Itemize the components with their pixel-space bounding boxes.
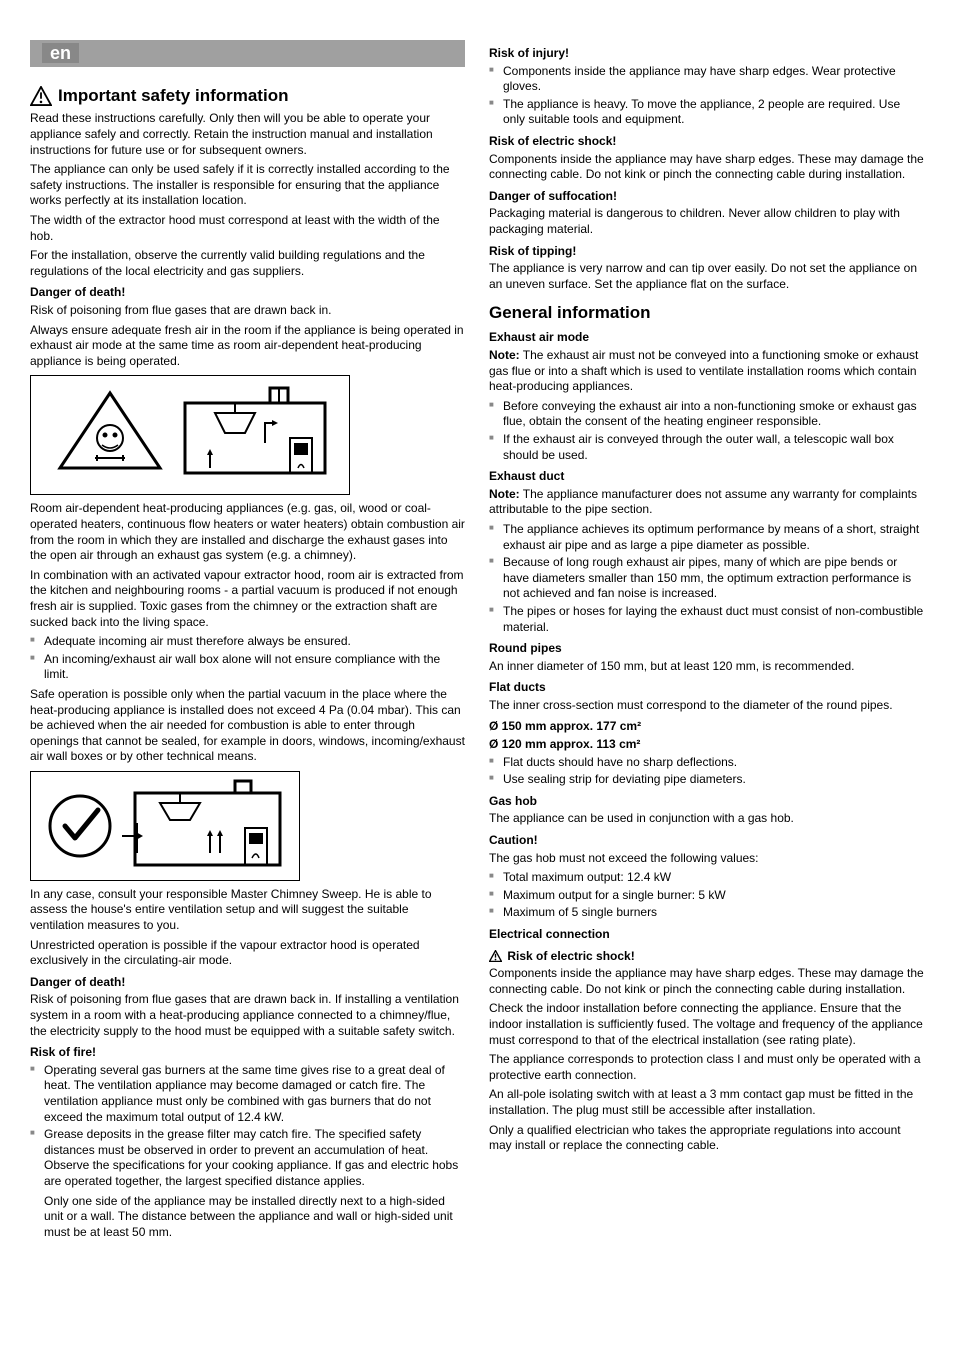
gas-hob-p: The appliance can be used in conjunction… xyxy=(489,811,924,827)
risk-of-tipping-heading: Risk of tipping! xyxy=(489,244,924,260)
figure-safe-ventilation xyxy=(30,771,300,881)
list-item: Use sealing strip for deviating pipe dia… xyxy=(489,772,924,788)
danger-of-death-heading-1: Danger of death! xyxy=(30,285,465,301)
warning-triangle-icon xyxy=(489,950,502,962)
flat-ducts-heading: Flat ducts xyxy=(489,680,924,696)
safety-info-title: Important safety information xyxy=(30,85,465,107)
exhaust-note-text: The exhaust air must not be conveyed int… xyxy=(489,348,918,393)
exhaust-note: Note: The exhaust air must not be convey… xyxy=(489,348,924,395)
right-column: Risk of injury! Components inside the ap… xyxy=(489,40,924,1244)
risk-shock2-text: Risk of electric shock! xyxy=(504,949,635,963)
flat-list: Flat ducts should have no sharp deflecti… xyxy=(489,755,924,788)
safe-operation-p: Safe operation is possible only when the… xyxy=(30,687,465,765)
shock-p: Components inside the appliance may have… xyxy=(489,152,924,183)
combination-p: In combination with an activated vapour … xyxy=(30,568,465,630)
gas-list: Total maximum output: 12.4 kW Maximum ou… xyxy=(489,870,924,921)
note-label: Note: xyxy=(489,487,520,501)
list-item: Components inside the appliance may have… xyxy=(489,64,924,95)
danger-of-death-heading-2: Danger of death! xyxy=(30,975,465,991)
risk-of-shock-heading: Risk of electric shock! xyxy=(489,134,924,150)
duct-list: The appliance achieves its optimum perfo… xyxy=(489,522,924,635)
safety-info-title-text: Important safety information xyxy=(58,85,288,107)
left-column: en Important safety information Read the… xyxy=(30,40,465,1244)
risk-of-shock-heading-2: Risk of electric shock! xyxy=(489,949,924,965)
intro-p4: For the installation, observe the curren… xyxy=(30,248,465,279)
risk-of-injury-heading: Risk of injury! xyxy=(489,46,924,62)
intro-p1: Read these instructions carefully. Only … xyxy=(30,111,465,158)
danger2-p: Risk of poisoning from flue gases that a… xyxy=(30,992,465,1039)
elec-p1: Check the indoor installation before con… xyxy=(489,1001,924,1048)
list-item: The appliance achieves its optimum perfo… xyxy=(489,522,924,553)
unrestricted-p: Unrestricted operation is possible if th… xyxy=(30,938,465,969)
exhaust-list: Before conveying the exhaust air into a … xyxy=(489,399,924,463)
dia-120: Ø 120 mm approx. 113 cm² xyxy=(489,737,924,753)
dia-150: Ø 150 mm approx. 177 cm² xyxy=(489,719,924,735)
list-item: Total maximum output: 12.4 kW xyxy=(489,870,924,886)
air-list: Adequate incoming air must therefore alw… xyxy=(30,634,465,683)
list-item: Because of long rough exhaust air pipes,… xyxy=(489,555,924,602)
language-code: en xyxy=(42,43,79,63)
elec-p2: The appliance corresponds to protection … xyxy=(489,1052,924,1083)
list-item: Grease deposits in the grease filter may… xyxy=(30,1127,465,1240)
chimney-sweep-p: In any case, consult your responsible Ma… xyxy=(30,887,465,934)
risk-of-fire-heading: Risk of fire! xyxy=(30,1045,465,1061)
duct-note-text: The appliance manufacturer does not assu… xyxy=(489,487,917,517)
elec-p3: An all-pole isolating switch with at lea… xyxy=(489,1087,924,1118)
general-info-title: General information xyxy=(489,302,924,324)
tipping-p: The appliance is very narrow and can tip… xyxy=(489,261,924,292)
note-label: Note: xyxy=(489,348,520,362)
danger-p1: Risk of poisoning from flue gases that a… xyxy=(30,303,465,319)
shock2-p: Components inside the appliance may have… xyxy=(489,966,924,997)
duct-note: Note: The appliance manufacturer does no… xyxy=(489,487,924,518)
round-pipes-p: An inner diameter of 150 mm, but at leas… xyxy=(489,659,924,675)
injury-list: Components inside the appliance may have… xyxy=(489,64,924,128)
flat-ducts-p: The inner cross-section must correspond … xyxy=(489,698,924,714)
list-item: Maximum output for a single burner: 5 kW xyxy=(489,888,924,904)
list-item: The pipes or hoses for laying the exhaus… xyxy=(489,604,924,635)
list-item: Before conveying the exhaust air into a … xyxy=(489,399,924,430)
elec-p4: Only a qualified electrician who takes t… xyxy=(489,1123,924,1154)
electrical-connection-heading: Electrical connection xyxy=(489,927,924,943)
list-item: If the exhaust air is conveyed through t… xyxy=(489,432,924,463)
exhaust-air-mode-heading: Exhaust air mode xyxy=(489,330,924,346)
figure-danger-flue-gas xyxy=(30,375,350,495)
round-pipes-heading: Round pipes xyxy=(489,641,924,657)
caution-p: The gas hob must not exceed the followin… xyxy=(489,851,924,867)
danger-diagram-icon xyxy=(40,383,340,488)
list-item: Adequate incoming air must therefore alw… xyxy=(30,634,465,650)
suffocation-p: Packaging material is dangerous to child… xyxy=(489,206,924,237)
list-item: Operating several gas burners at the sam… xyxy=(30,1063,465,1125)
intro-p3: The width of the extractor hood must cor… xyxy=(30,213,465,244)
intro-p2: The appliance can only be used safely if… xyxy=(30,162,465,209)
language-tag: en xyxy=(30,40,465,67)
list-item: Maximum of 5 single burners xyxy=(489,905,924,921)
exhaust-duct-heading: Exhaust duct xyxy=(489,469,924,485)
danger-p2: Always ensure adequate fresh air in the … xyxy=(30,323,465,370)
fire-item-2b: Only one side of the appliance may be in… xyxy=(44,1194,453,1239)
fire-item-2a: Grease deposits in the grease filter may… xyxy=(44,1127,458,1188)
room-air-p: Room air-dependent heat-producing applia… xyxy=(30,501,465,563)
warning-triangle-icon xyxy=(30,86,52,106)
list-item: Flat ducts should have no sharp deflecti… xyxy=(489,755,924,771)
caution-heading: Caution! xyxy=(489,833,924,849)
safe-diagram-icon xyxy=(40,778,290,873)
fire-list: Operating several gas burners at the sam… xyxy=(30,1063,465,1241)
list-item: An incoming/exhaust air wall box alone w… xyxy=(30,652,465,683)
list-item: The appliance is heavy. To move the appl… xyxy=(489,97,924,128)
danger-of-suffocation-heading: Danger of suffocation! xyxy=(489,189,924,205)
gas-hob-heading: Gas hob xyxy=(489,794,924,810)
